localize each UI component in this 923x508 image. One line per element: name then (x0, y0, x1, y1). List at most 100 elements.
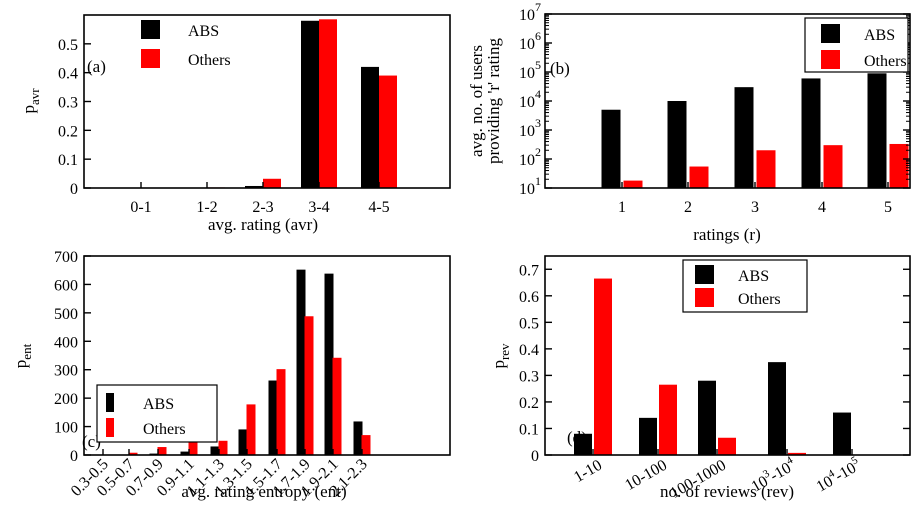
bar-abs (210, 446, 220, 455)
y-tick-label: 500 (54, 306, 78, 323)
legend-label: ABS (143, 396, 174, 413)
bar-others (276, 369, 286, 455)
y-tick-label: 104 (519, 87, 541, 111)
legend-label: ABS (188, 23, 219, 40)
y-tick-label: 600 (54, 277, 78, 294)
y-axis-label: avg. no. of users (467, 45, 486, 157)
legend-swatch-others (695, 288, 714, 307)
panel-label: (c) (82, 432, 101, 451)
y-tick-label: 0.2 (58, 123, 78, 140)
y-tick-label: 0.1 (58, 152, 78, 169)
bar-others (823, 145, 843, 188)
bar-others (319, 19, 337, 189)
y-tick-label: 700 (54, 249, 78, 266)
bar-others (157, 447, 167, 455)
y-tick-label: 0.4 (519, 342, 539, 359)
bar-abs (639, 417, 657, 455)
x-tick-label: 4 (818, 199, 826, 216)
bar-abs (667, 101, 687, 188)
legend-swatch-others (106, 418, 114, 437)
y-tick-label: 0.5 (58, 37, 78, 54)
bar-others (218, 440, 228, 455)
y-tick-label: 300 (54, 363, 78, 380)
bar-others (361, 435, 371, 455)
bar-abs (801, 78, 821, 188)
legend-label: Others (188, 52, 231, 69)
y-tick-label: 200 (54, 391, 78, 408)
x-tick-label: 2-3 (252, 199, 273, 216)
x-tick-label: 0-1 (130, 199, 151, 216)
bar-others (332, 357, 342, 455)
x-tick-label: 104-105 (812, 454, 864, 496)
y-tick-label: 101 (519, 174, 541, 198)
panel-label: (a) (87, 57, 106, 76)
y-tick-label: 0.1 (519, 421, 539, 438)
legend-swatch-abs (695, 265, 714, 284)
y-tick-label: 0.5 (519, 315, 539, 332)
y-tick-label: 105 (519, 58, 541, 82)
y-tick-label: 0.6 (519, 289, 539, 306)
x-tick-label: 1-2 (196, 199, 217, 216)
bar-others (379, 75, 397, 188)
x-tick-label: 2 (684, 199, 692, 216)
x-tick-label: 1-10 (571, 457, 605, 486)
bar-others (623, 180, 643, 188)
bar-abs (768, 362, 786, 455)
bar-others (263, 178, 281, 188)
y-tick-label: 0 (70, 181, 78, 198)
bar-others (889, 143, 909, 188)
y-tick-label: 0 (531, 448, 539, 465)
y-tick-label: 0.3 (519, 368, 539, 385)
y-axis-label: pent (11, 343, 34, 368)
legend-label: Others (738, 291, 781, 308)
legend-swatch-others (141, 49, 160, 68)
x-tick-label: 3-4 (308, 199, 329, 216)
bar-abs (361, 66, 379, 188)
y-tick-label: 107 (519, 0, 541, 24)
bar-others (659, 384, 677, 455)
bar-abs (734, 87, 754, 188)
x-axis-label: avg. rating (avr) (208, 215, 318, 234)
bar-others (594, 278, 612, 455)
panel-label: (d) (567, 428, 587, 447)
x-tick-label: 5 (884, 199, 892, 216)
bar-abs (867, 73, 887, 188)
x-tick-label: 3 (751, 199, 759, 216)
y-tick-label: 0 (70, 448, 78, 465)
bar-abs (574, 433, 592, 455)
y-tick-label: 100 (54, 420, 78, 437)
panel-label: (b) (550, 59, 570, 78)
bar-abs (245, 185, 263, 188)
y-axis-label: pavr (19, 88, 42, 114)
y-tick-label: 103 (519, 116, 541, 140)
bar-abs (353, 421, 363, 455)
x-axis-label: no. of reviews (rev) (660, 482, 794, 501)
bar-others (788, 452, 806, 455)
plot-frame-3 (544, 255, 911, 456)
legend-label: Others (143, 421, 186, 438)
bar-abs (268, 380, 278, 455)
x-tick-label: 4-5 (368, 199, 389, 216)
bar-abs (833, 412, 851, 455)
bar-abs (180, 451, 190, 455)
legend-swatch-others (821, 50, 840, 69)
y-tick-label: 0.3 (58, 95, 78, 112)
bar-abs (301, 20, 319, 189)
y-axis-label: prev (489, 343, 512, 369)
bar-others (304, 316, 314, 455)
y-tick-label: 0.7 (519, 262, 539, 279)
bar-abs (601, 109, 621, 188)
y-tick-label: 106 (519, 29, 541, 53)
legend-swatch-abs (106, 393, 114, 412)
y-tick-label: 0.2 (519, 395, 539, 412)
y-tick-label: 0.4 (58, 66, 78, 83)
bar-others (689, 166, 709, 188)
legend-label: ABS (864, 27, 895, 44)
legend-label: ABS (738, 268, 769, 285)
x-axis-label: avg. rating entropy (ent) (181, 482, 346, 501)
bar-others (718, 437, 736, 455)
legend-box (96, 384, 218, 443)
legend-swatch-abs (821, 24, 840, 43)
bar-abs (296, 269, 306, 455)
